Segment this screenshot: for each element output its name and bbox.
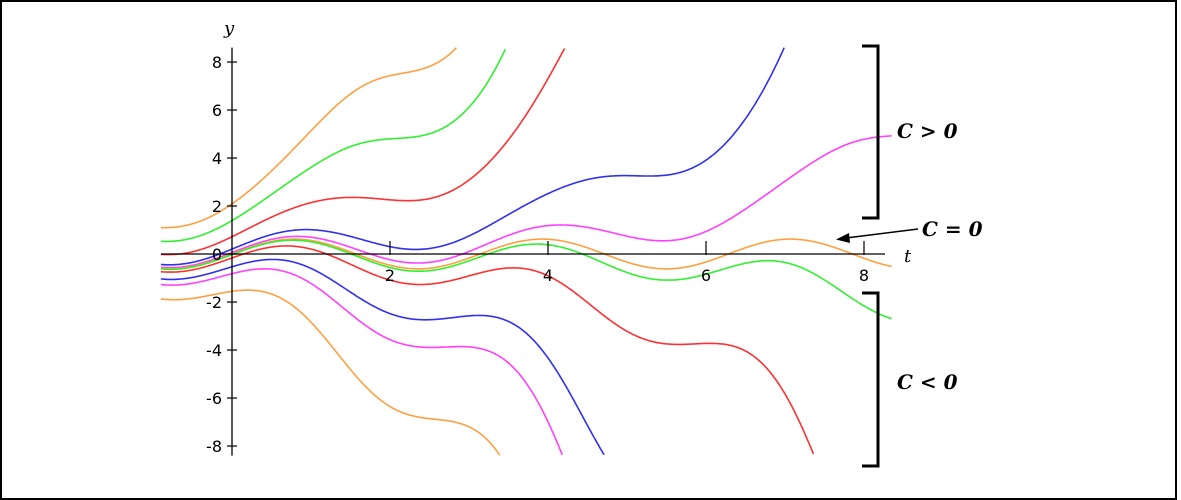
x-tick-label: 8 <box>859 266 869 285</box>
annotation-c-zero: C = 0 <box>922 217 983 241</box>
curve-c-5 <box>160 238 892 270</box>
annotation-c-positive: C > 0 <box>897 119 958 143</box>
x-tick-label: 4 <box>543 266 553 285</box>
curve-c-9 <box>160 267 563 456</box>
annotations: C > 0 C = 0 C < 0 <box>836 44 983 468</box>
y-tick-label: -2 <box>206 293 222 312</box>
x-tick-label: 2 <box>385 266 395 285</box>
curve-c-2 <box>160 48 566 256</box>
curve-c-3 <box>160 47 785 266</box>
annotation-arrow-line <box>845 228 919 239</box>
x-axis-label: t <box>904 246 912 267</box>
bracket-negative <box>862 291 880 468</box>
y-tick-label: 8 <box>212 53 222 72</box>
y-tick-label: 0 <box>212 245 222 264</box>
y-tick-label: 2 <box>212 197 222 216</box>
y-tick-label: 6 <box>212 101 222 120</box>
curve-c-10 <box>160 289 501 456</box>
y-tick-label: -4 <box>206 341 222 360</box>
y-tick-label: -8 <box>206 437 222 456</box>
curve-c-0 <box>160 47 457 229</box>
axes: -8 -6 -4 -2 0 2 4 6 8 2 4 6 8 t y <box>160 18 912 456</box>
curve-c-8 <box>160 258 605 456</box>
solution-curves-chart: -8 -6 -4 -2 0 2 4 6 8 2 4 6 8 t y C > 0 C = 0 C < 0 <box>160 18 983 468</box>
curve-c-6 <box>160 239 892 320</box>
curve-c-7 <box>160 245 815 455</box>
y-axis-label: y <box>223 18 235 39</box>
y-tick-label: -6 <box>206 389 222 408</box>
y-tick-label: 4 <box>212 149 222 168</box>
x-tick-label: 6 <box>701 266 711 285</box>
curve-c-1 <box>160 48 507 243</box>
bracket-positive <box>862 44 880 220</box>
curve-c-4 <box>160 135 892 269</box>
annotation-arrow-head <box>836 233 850 243</box>
annotation-c-negative: C < 0 <box>897 370 958 394</box>
solution-curves <box>160 47 892 456</box>
